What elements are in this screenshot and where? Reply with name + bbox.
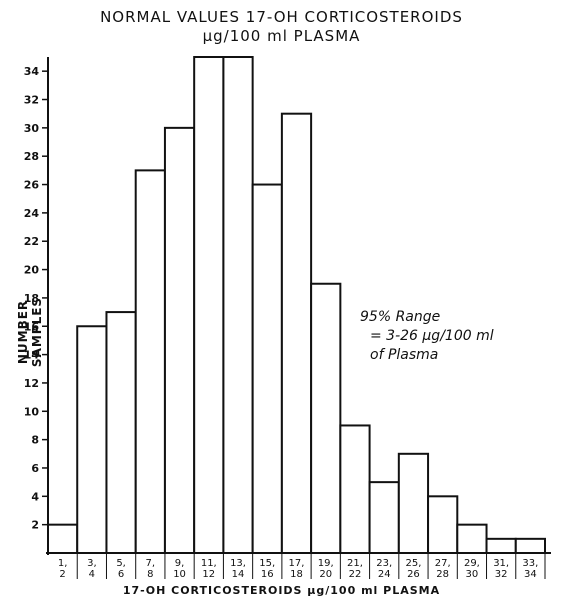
chart-subtitle: μg/100 ml PLASMA: [202, 27, 361, 45]
x-tick-label-top: 11,: [201, 558, 217, 569]
x-tick-label-top: 7,: [146, 558, 156, 569]
x-tick-label-bottom: 18: [290, 569, 303, 580]
y-tick-label: 14: [24, 349, 40, 362]
x-axis-label: 17-OH CORTICOSTEROIDS μg/100 ml PLASMA: [122, 584, 441, 597]
x-tick-label-bottom: 28: [436, 569, 449, 580]
x-tick-label-bottom: 20: [319, 569, 332, 580]
histogram-bar: [485, 537, 517, 554]
x-tick-label-top: 5,: [116, 558, 126, 569]
histogram-bar: [339, 424, 371, 555]
histogram-bar: [456, 523, 488, 555]
y-tick-label: 28: [24, 150, 39, 163]
x-tick-label-bottom: 2: [59, 569, 65, 580]
range-annotation-line-3: of Plasma: [370, 347, 439, 363]
histogram-bar: [193, 56, 225, 554]
chart-title: NORMAL VALUES 17-OH CORTICOSTEROIDS: [100, 8, 463, 26]
y-tick-label: 12: [24, 377, 39, 390]
x-tick-label-bottom: 34: [524, 569, 537, 580]
x-tick-label-top: 17,: [289, 558, 305, 569]
histogram-bar: [76, 325, 108, 554]
y-tick-label: 16: [24, 320, 40, 333]
x-tick-label-bottom: 16: [261, 569, 274, 580]
x-tick-label-bottom: 32: [495, 569, 508, 580]
x-tick-label-top: 25,: [405, 558, 421, 569]
x-tick-label-top: 29,: [464, 558, 480, 569]
x-tick-label-top: 3,: [87, 558, 97, 569]
x-tick-label-top: 9,: [175, 558, 185, 569]
x-tick-label-top: 13,: [230, 558, 246, 569]
x-tick-label-bottom: 4: [89, 569, 95, 580]
y-tick-label: 8: [31, 434, 39, 447]
range-annotation: 95% Range = 3-26 μg/100 ml of Plasma: [360, 308, 494, 365]
y-tick-label: 4: [31, 490, 39, 503]
histogram-bar: [514, 537, 547, 554]
y-tick-label: 32: [24, 94, 39, 107]
x-tick-label-top: 31,: [493, 558, 509, 569]
histogram-bar: [251, 183, 283, 555]
x-tick-label-bottom: 12: [202, 569, 215, 580]
x-tick-label-top: 33,: [522, 558, 538, 569]
x-tick-label-bottom: 14: [232, 569, 245, 580]
histogram-bar: [310, 282, 342, 554]
range-annotation-line-2: = 3-26 μg/100 ml: [370, 328, 494, 344]
y-tick-label: 2: [31, 519, 39, 532]
x-tick-label-bottom: 30: [466, 569, 479, 580]
x-tick-label-top: 27,: [435, 558, 451, 569]
x-tick-label-bottom: 26: [407, 569, 420, 580]
x-tick-label-bottom: 22: [349, 569, 362, 580]
x-tick-label-bottom: 8: [147, 569, 153, 580]
histogram-bar: [368, 481, 400, 554]
histogram-bar: [134, 169, 166, 554]
x-tick-label-bottom: 10: [173, 569, 186, 580]
histogram-bar: [397, 452, 430, 554]
y-tick-label: 24: [24, 207, 40, 220]
histogram-bar: [222, 56, 254, 554]
range-annotation-line-1: 95% Range: [360, 309, 441, 325]
y-tick-label: 10: [24, 405, 40, 418]
x-tick-label-top: 19,: [318, 558, 334, 569]
histogram-bar: [163, 126, 196, 554]
x-tick-label-bottom: 24: [378, 569, 391, 580]
y-tick-label: 20: [24, 264, 40, 277]
histogram-bar: [280, 112, 313, 555]
y-tick-label: 18: [24, 292, 39, 305]
x-tick-label-top: 21,: [347, 558, 363, 569]
x-tick-label-top: 23,: [376, 558, 392, 569]
histogram-bar: [427, 495, 459, 555]
histogram-bar: [105, 311, 137, 555]
x-tick-label-top: 15,: [259, 558, 275, 569]
y-tick-label: 6: [31, 462, 39, 475]
histogram-bar: [47, 523, 79, 555]
x-tick-label-bottom: 6: [118, 569, 124, 580]
x-tick-label-top: 1,: [58, 558, 68, 569]
y-tick-label: 26: [24, 179, 40, 192]
y-tick-label: 30: [24, 122, 40, 135]
y-tick-label: 34: [24, 65, 40, 78]
y-tick-label: 22: [24, 235, 39, 248]
